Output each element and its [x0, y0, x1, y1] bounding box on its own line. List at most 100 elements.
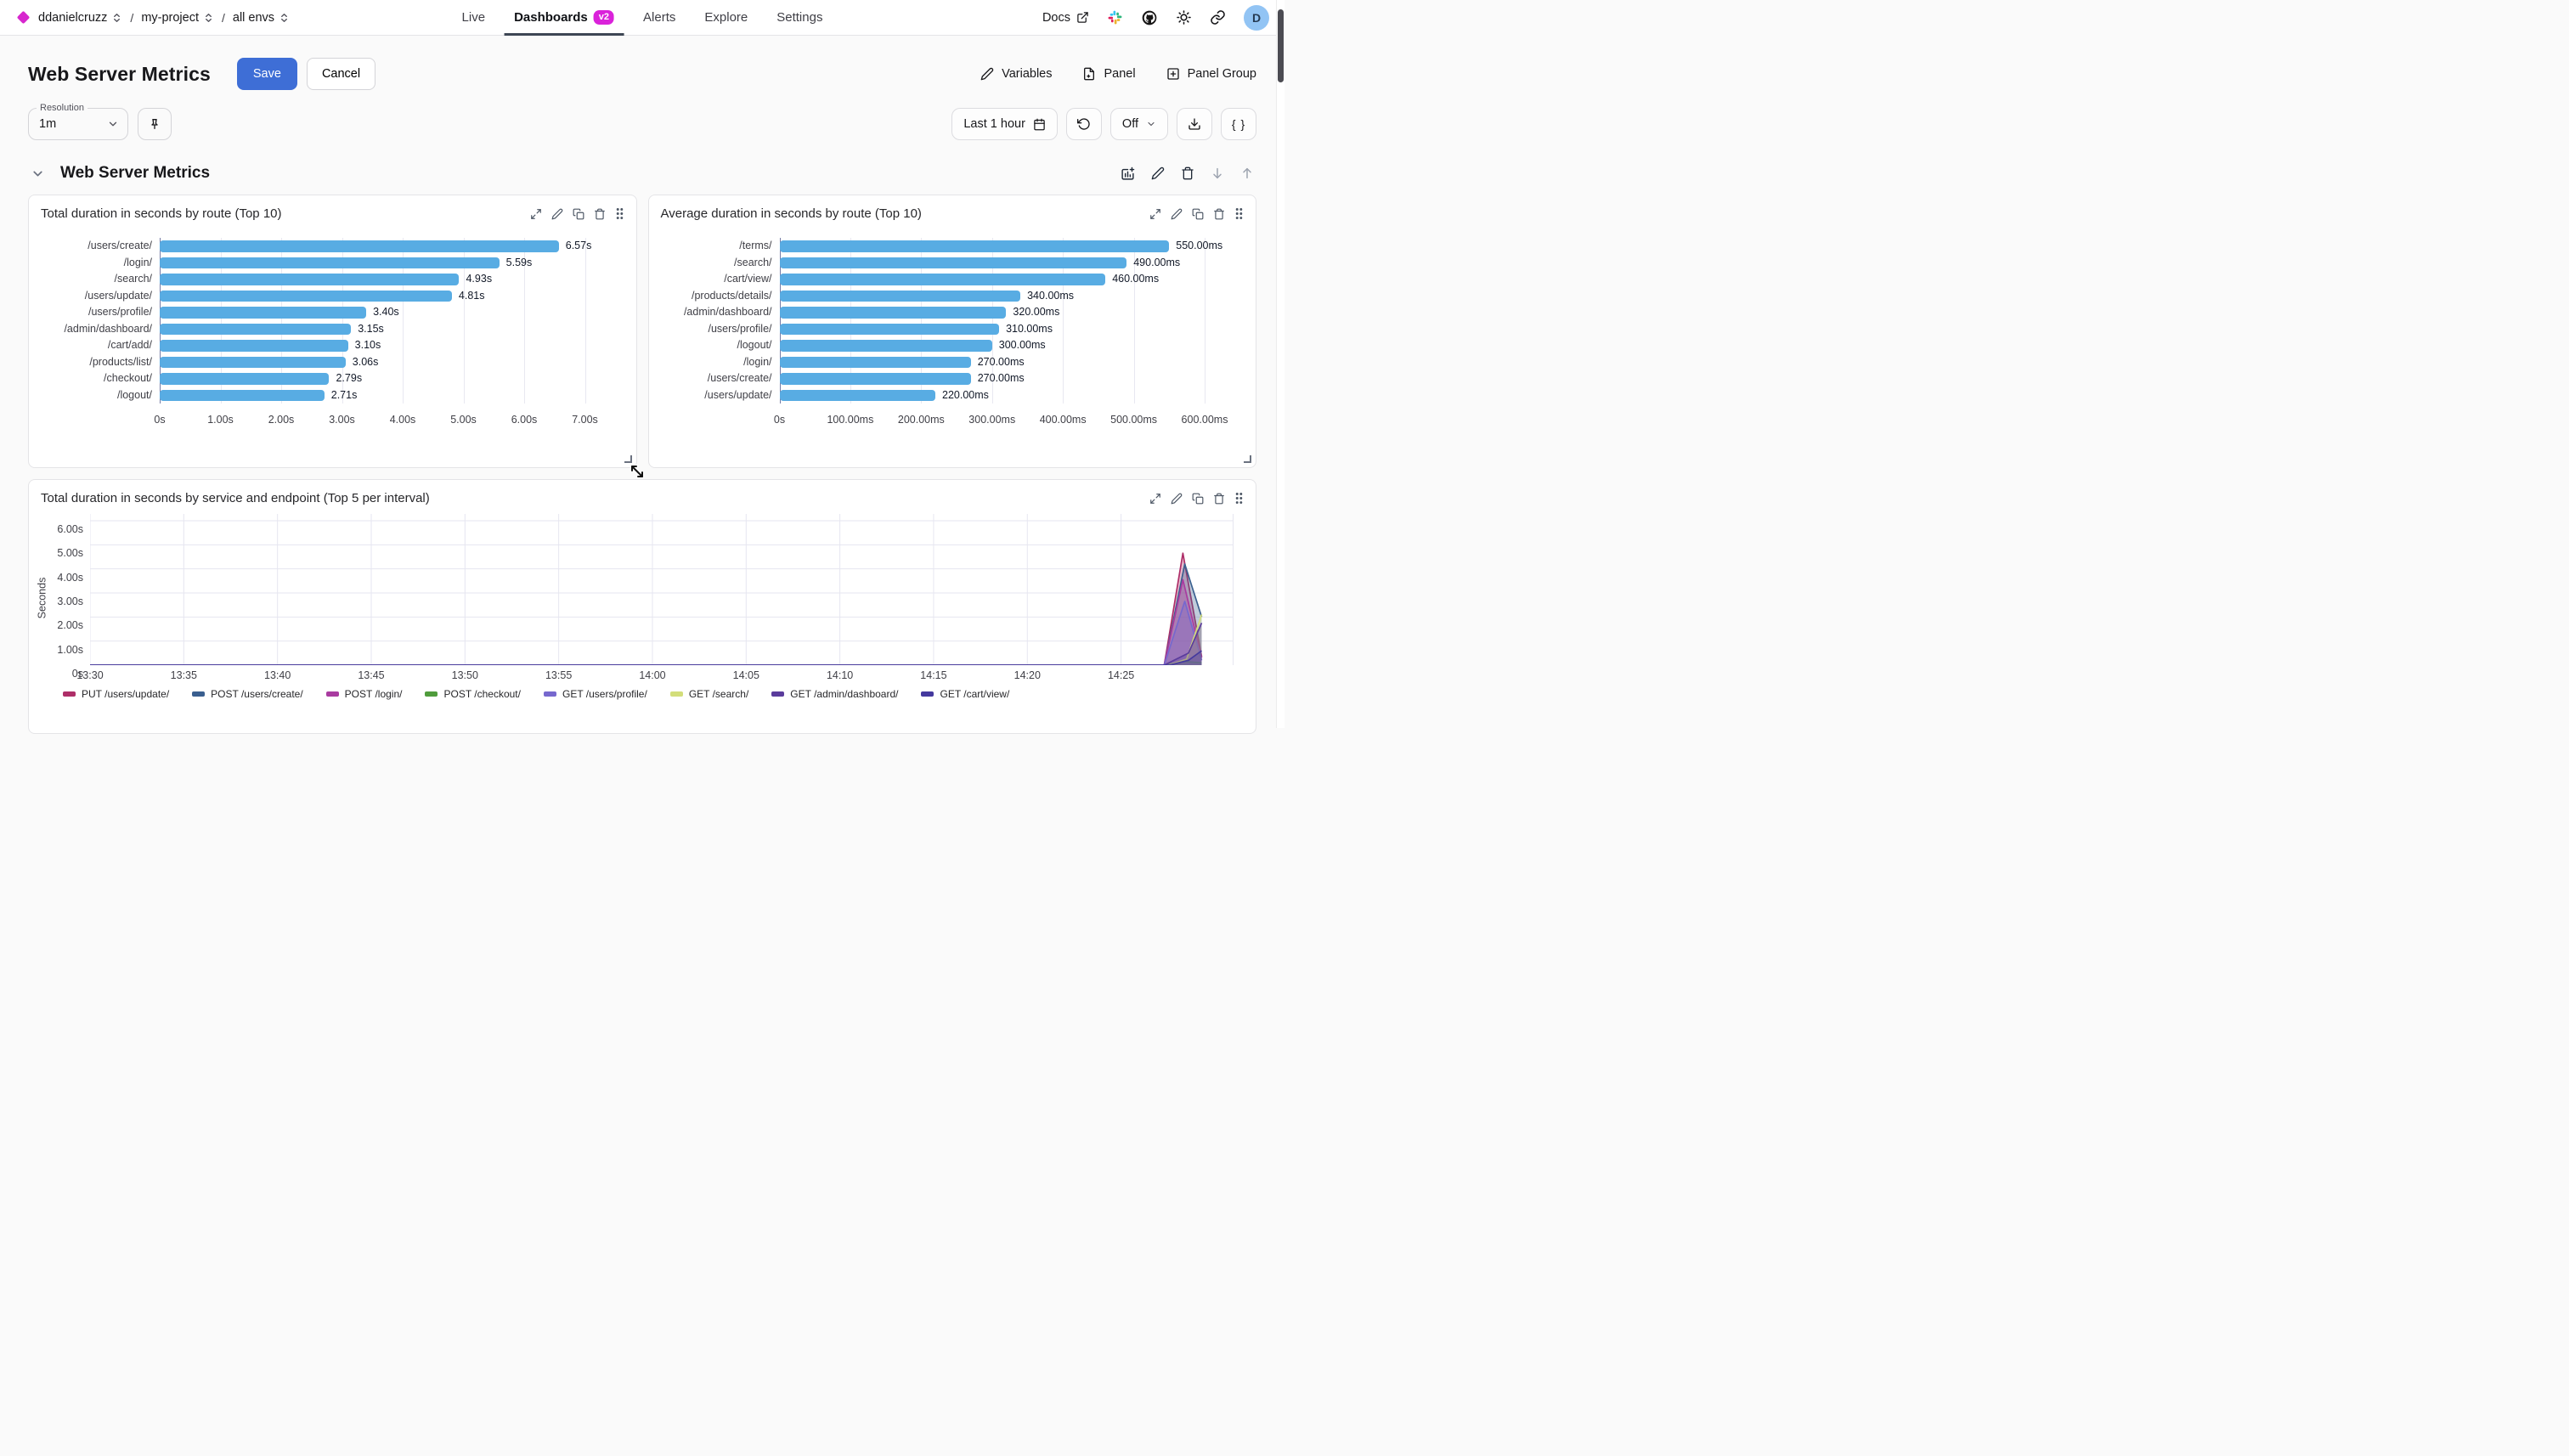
- value-label: 490.00ms: [1133, 256, 1181, 268]
- delete-panel-icon[interactable]: [1213, 493, 1225, 505]
- bar[interactable]: [160, 274, 460, 285]
- refresh-button[interactable]: [1065, 108, 1102, 140]
- legend-item[interactable]: POST /users/create/: [192, 688, 303, 700]
- bar-row: 3.40s: [160, 304, 585, 321]
- edit-section-icon[interactable]: [1151, 166, 1165, 180]
- bar-row: 3.15s: [160, 321, 585, 338]
- brand-logo-icon[interactable]: [16, 10, 31, 25]
- bar[interactable]: [779, 307, 1007, 319]
- area-chart-plot: 13:30 13:35 13:40 13:45 13:50 13:55 14:00 14:05…: [76, 514, 1244, 682]
- refresh-icon: [1076, 117, 1091, 131]
- bar[interactable]: [160, 373, 330, 385]
- time-range-button[interactable]: Last 1 hour: [951, 108, 1058, 140]
- edit-panel-icon[interactable]: [1171, 493, 1183, 505]
- legend-item[interactable]: GET /admin/dashboard/: [771, 688, 898, 700]
- legend-item[interactable]: POST /login/: [325, 688, 402, 700]
- bar[interactable]: [779, 340, 992, 352]
- category-label: /products/details/: [692, 289, 772, 302]
- tab-dashboards[interactable]: Dashboards v2: [504, 0, 624, 36]
- move-section-up-icon[interactable]: [1240, 166, 1254, 180]
- bar[interactable]: [779, 290, 1021, 302]
- legend-item[interactable]: GET /cart/view/: [921, 688, 1009, 700]
- edit-panel-icon[interactable]: [551, 208, 563, 220]
- resolution-select[interactable]: Resolution 1m: [28, 103, 128, 140]
- share-link-icon[interactable]: [1210, 9, 1226, 25]
- tab-alerts[interactable]: Alerts: [643, 10, 676, 25]
- bar[interactable]: [160, 389, 325, 401]
- expand-panel-icon[interactable]: [1149, 208, 1161, 220]
- delete-panel-icon[interactable]: [1213, 208, 1225, 220]
- legend-swatch: [325, 691, 339, 697]
- delete-panel-icon[interactable]: [594, 208, 606, 220]
- bar[interactable]: [779, 274, 1106, 285]
- category-label: /cart/add/: [107, 339, 152, 351]
- add-panel-button[interactable]: Panel: [1082, 67, 1136, 81]
- pin-button[interactable]: [138, 108, 172, 140]
- cancel-button[interactable]: Cancel: [306, 58, 376, 90]
- legend-swatch: [921, 691, 934, 697]
- vertical-scrollbar[interactable]: [1276, 0, 1284, 728]
- bar-row: 3.10s: [160, 337, 585, 354]
- bar[interactable]: [160, 356, 346, 368]
- resize-handle[interactable]: [624, 455, 632, 463]
- breadcrumb-item-ddanielcruzz[interactable]: ddanielcruzz: [38, 11, 122, 25]
- category-label: /users/create/: [88, 240, 152, 251]
- bar[interactable]: [160, 323, 352, 335]
- calendar-icon: [1033, 118, 1046, 131]
- legend-item[interactable]: GET /users/profile/: [543, 688, 647, 700]
- edit-panel-icon[interactable]: [1171, 208, 1183, 220]
- tab-live[interactable]: Live: [461, 10, 486, 25]
- bar[interactable]: [160, 257, 500, 268]
- bar[interactable]: [160, 290, 452, 302]
- duplicate-panel-icon[interactable]: [1192, 493, 1204, 505]
- legend-item[interactable]: GET /search/: [669, 688, 748, 700]
- drag-handle-icon[interactable]: [1234, 207, 1244, 220]
- chart-legend: PUT /users/update/POST /users/create/POS…: [63, 688, 1256, 700]
- bar[interactable]: [779, 323, 1000, 335]
- legend-item[interactable]: PUT /users/update/: [63, 688, 169, 700]
- file-plus-icon: [1082, 67, 1096, 81]
- section-collapse-chevron-icon[interactable]: [31, 166, 45, 181]
- bar-row: 340.00ms: [779, 288, 1205, 305]
- variables-button[interactable]: Variables: [980, 67, 1052, 81]
- move-section-down-icon[interactable]: [1211, 166, 1224, 180]
- avatar[interactable]: D: [1244, 4, 1269, 31]
- json-editor-button[interactable]: { }: [1221, 108, 1256, 140]
- add-panel-group-button[interactable]: Panel Group: [1166, 67, 1256, 81]
- bar[interactable]: [160, 340, 348, 352]
- duplicate-panel-icon[interactable]: [1192, 208, 1204, 220]
- auto-refresh-select[interactable]: Off: [1109, 108, 1168, 140]
- expand-panel-icon[interactable]: [530, 208, 542, 220]
- expand-panel-icon[interactable]: [1149, 493, 1161, 505]
- bar[interactable]: [779, 240, 1170, 252]
- bar[interactable]: [779, 389, 936, 401]
- breadcrumb-item-my-project[interactable]: my-project: [141, 11, 214, 25]
- github-icon[interactable]: [1141, 9, 1158, 26]
- slack-icon[interactable]: [1107, 9, 1123, 25]
- legend-swatch: [771, 691, 785, 697]
- add-chart-icon[interactable]: [1121, 166, 1135, 181]
- y-axis-ticks: 6.00s 5.00s 4.00s 3.00s 2.00s 1.00s 0s: [57, 523, 83, 680]
- bar[interactable]: [160, 307, 367, 319]
- legend-item[interactable]: POST /checkout/: [425, 688, 521, 700]
- duplicate-panel-icon[interactable]: [573, 208, 584, 220]
- download-button[interactable]: [1177, 108, 1212, 140]
- bar[interactable]: [779, 356, 971, 368]
- drag-handle-icon[interactable]: [615, 207, 624, 220]
- delete-section-icon[interactable]: [1181, 166, 1194, 180]
- bar[interactable]: [779, 257, 1127, 268]
- drag-handle-icon[interactable]: [1234, 492, 1244, 505]
- scrollbar-thumb[interactable]: [1278, 9, 1284, 82]
- save-button[interactable]: Save: [236, 58, 297, 90]
- breadcrumb-item-all envs[interactable]: all envs: [233, 11, 290, 25]
- theme-sun-icon[interactable]: [1176, 9, 1192, 25]
- legend-swatch: [192, 691, 206, 697]
- bar-row: 4.81s: [160, 288, 585, 305]
- docs-link[interactable]: Docs: [1042, 11, 1089, 25]
- bar[interactable]: [779, 373, 971, 385]
- resize-handle[interactable]: [1244, 455, 1251, 463]
- value-label: 340.00ms: [1027, 289, 1075, 302]
- bar[interactable]: [160, 240, 559, 252]
- tab-explore[interactable]: Explore: [704, 10, 748, 25]
- tab-settings[interactable]: Settings: [776, 10, 823, 25]
